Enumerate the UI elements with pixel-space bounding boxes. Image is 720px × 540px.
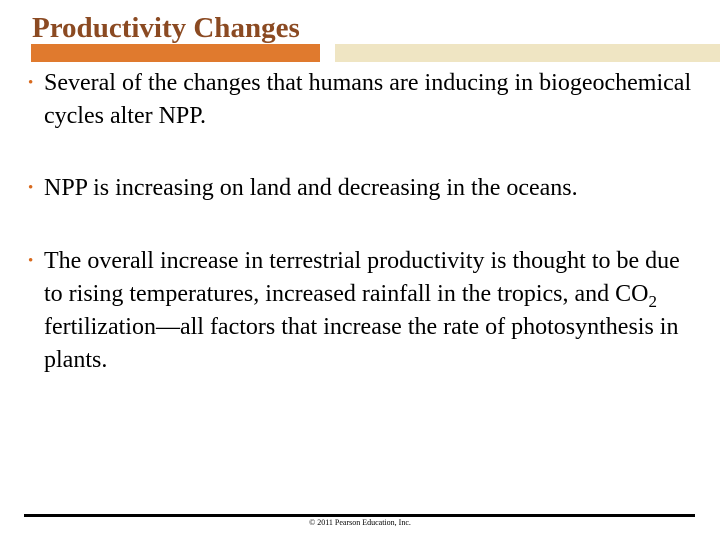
footer-copyright: © 2011 Pearson Education, Inc. [309,518,411,527]
title-underline-secondary-bar [335,44,720,62]
bullet-item: • NPP is increasing on land and decreasi… [28,172,700,205]
bullet-text: NPP is increasing on land and decreasing… [44,175,578,201]
title-underline-accent-bar [31,44,320,62]
bullet-text: Several of the changes that humans are i… [44,70,692,129]
bullet-text-after-subscript: fertilization—all factors that increase … [44,314,679,373]
bullet-item: • Several of the changes that humans are… [28,67,700,133]
bullet-list: • Several of the changes that humans are… [28,67,700,377]
co2-subscript: 2 [648,292,657,311]
bullet-icon: • [28,253,34,269]
slide-title: Productivity Changes [32,12,300,44]
bullet-icon: • [28,180,34,196]
bullet-item: • The overall increase in terrestrial pr… [28,245,700,377]
footer-divider [24,514,695,517]
bullet-text-before-subscript: The overall increase in terrestrial prod… [44,248,680,307]
bullet-icon: • [28,75,34,91]
